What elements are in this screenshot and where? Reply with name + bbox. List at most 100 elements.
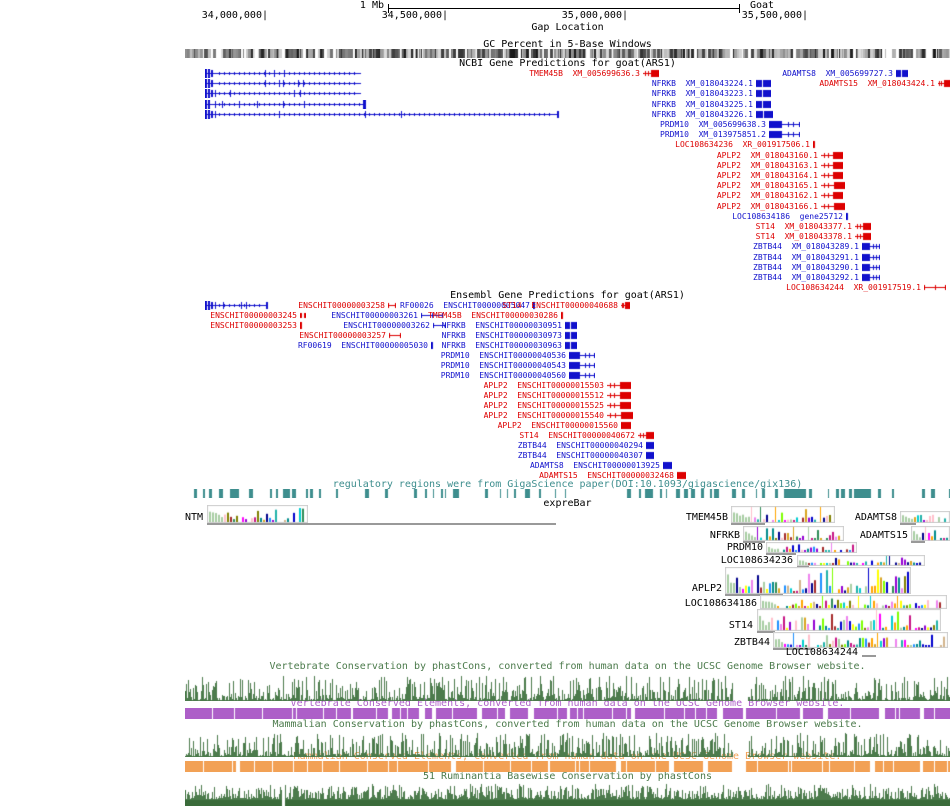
gene-glyph[interactable]	[565, 331, 577, 340]
gene-glyph[interactable]	[388, 301, 396, 310]
gene-glyph[interactable]	[924, 283, 946, 293]
gene-label[interactable]: NFRKB XM_018043225.1	[651, 99, 753, 109]
expression-gene-label[interactable]: ST14	[728, 620, 753, 631]
gene-label[interactable]: ZBTB44 XM_018043292.1	[753, 273, 859, 282]
gene-glyph[interactable]	[565, 341, 577, 350]
gene-glyph[interactable]	[821, 160, 843, 170]
gene-glyph[interactable]	[607, 411, 633, 420]
gene-glyph[interactable]	[565, 321, 577, 330]
gene-glyph[interactable]	[569, 371, 595, 380]
expression-gene-label[interactable]: NTM	[184, 512, 203, 523]
expression-chart[interactable]	[725, 567, 911, 594]
expression-gene-label[interactable]: ADAMTS15	[859, 530, 908, 541]
gene-label[interactable]: ZBTB44 ENSCHIT00000040294	[517, 441, 643, 450]
expression-chart[interactable]	[760, 595, 947, 609]
expression-gene-label[interactable]: APLP2	[691, 583, 722, 594]
ruler-position-label[interactable]: 34,000,000|	[201, 10, 268, 21]
gene-glyph[interactable]	[569, 361, 595, 370]
vertebrate-elements-track[interactable]	[185, 708, 950, 719]
gene-label[interactable]: ST14 XM_018043377.1	[755, 222, 852, 231]
gene-glyph[interactable]	[389, 331, 401, 340]
ruler-position-label[interactable]: 35,500,000|	[741, 10, 808, 21]
gene-glyph[interactable]	[821, 171, 843, 180]
gene-glyph[interactable]	[643, 69, 659, 78]
gene-label[interactable]: ST14 ENSCHIT00000040672	[519, 431, 635, 440]
gene-label[interactable]: ENSCHIT00000003253	[210, 321, 297, 330]
gene-label[interactable]: LOC108634186 gene25712	[732, 211, 843, 221]
gene-label[interactable]: PRDM10 XM_005699638.3	[660, 120, 766, 129]
gene-glyph[interactable]	[862, 273, 880, 282]
gene-label[interactable]: PRDM10 ENSCHIT00000040543	[440, 361, 566, 370]
gene-glyph[interactable]	[862, 252, 880, 262]
gene-glyph[interactable]	[300, 311, 306, 320]
gene-model[interactable]	[205, 69, 363, 78]
gene-label[interactable]: ST14 XM_018043378.1	[755, 232, 852, 242]
gene-label[interactable]: NFRKB XM_018043223.1	[651, 89, 753, 99]
gene-model[interactable]	[205, 89, 363, 99]
gene-glyph[interactable]	[607, 401, 631, 410]
gene-glyph[interactable]	[756, 109, 773, 119]
gene-model[interactable]	[205, 109, 560, 119]
gene-label[interactable]: ADAMTS15 ENSCHIT00000032468	[539, 471, 674, 480]
gene-glyph[interactable]	[756, 79, 771, 89]
gene-glyph[interactable]	[769, 130, 800, 140]
gene-model[interactable]	[205, 99, 368, 109]
gene-glyph[interactable]	[646, 451, 654, 460]
gene-glyph[interactable]	[938, 79, 950, 89]
gene-label[interactable]: ZBTB44 XM_018043291.1	[753, 252, 859, 262]
gene-label[interactable]: NFRKB XM_018043224.1	[651, 79, 753, 89]
gene-label[interactable]: PRDM10 ENSCHIT00000040560	[440, 371, 566, 380]
gene-label[interactable]: ZBTB44 ENSCHIT00000040307	[517, 451, 643, 460]
gene-label[interactable]: ST14 ENSCHIT00000040688	[502, 301, 618, 310]
gene-glyph[interactable]	[561, 311, 564, 320]
ruminantia-phastcons-track[interactable]	[185, 783, 950, 806]
gene-model[interactable]	[205, 79, 363, 89]
gene-label[interactable]: APLP2 XM_018043165.1	[716, 181, 818, 191]
gene-glyph[interactable]	[821, 191, 843, 201]
gene-label[interactable]: LOC108634244 XR_001917519.1	[786, 283, 921, 293]
expression-gene-label[interactable]: TMEM45B	[685, 512, 728, 523]
gene-glyph[interactable]	[756, 99, 771, 109]
gene-glyph[interactable]	[677, 471, 686, 480]
expression-chart[interactable]	[797, 555, 925, 566]
gene-glyph[interactable]	[607, 391, 631, 400]
expression-chart[interactable]	[731, 506, 835, 523]
gene-glyph[interactable]	[663, 461, 672, 470]
gene-glyph[interactable]	[646, 441, 654, 450]
gene-label[interactable]: NFRKB ENSCHIT00000030951	[441, 321, 562, 330]
expression-chart[interactable]	[743, 526, 844, 541]
gene-glyph[interactable]	[821, 181, 845, 191]
gene-glyph[interactable]	[431, 341, 434, 350]
gene-glyph[interactable]	[621, 301, 630, 310]
mammalian-elements-track[interactable]	[185, 761, 950, 772]
gene-label[interactable]: PRDM10 ENSCHIT00000040536	[440, 351, 566, 360]
gene-label[interactable]: APLP2 ENSCHIT00000015540	[483, 411, 604, 420]
gene-label[interactable]: APLP2 ENSCHIT00000015525	[483, 401, 604, 410]
ruler-position-label[interactable]: 34,500,000|	[381, 10, 448, 21]
gene-label[interactable]: PRDM10 XM_013975851.2	[660, 130, 766, 140]
gene-glyph[interactable]	[821, 150, 843, 160]
gene-label[interactable]: ADAMTS8 ENSCHIT00000013925	[529, 461, 660, 470]
gene-label[interactable]: APLP2 XM_018043162.1	[716, 191, 818, 201]
gene-label[interactable]: ENSCHIT00000003258	[298, 301, 385, 310]
expression-gene-label[interactable]: LOC108634244	[785, 647, 858, 658]
gene-label[interactable]: APLP2 XM_018043166.1	[716, 201, 818, 211]
gene-label[interactable]: NFRKB ENSCHIT00000030973	[441, 331, 562, 340]
expression-gene-label[interactable]: ZBTB44	[733, 637, 770, 648]
regulatory-track[interactable]	[185, 489, 950, 498]
gene-label[interactable]: ENSCHIT00000003257	[299, 331, 386, 340]
expression-chart[interactable]	[766, 542, 857, 553]
ruler[interactable]: 1 Mb Goat	[0, 0, 950, 22]
expression-chart[interactable]	[207, 505, 308, 523]
gene-label[interactable]: ADAMTS15 XM_018043424.1	[819, 79, 935, 89]
gene-glyph[interactable]	[769, 120, 800, 129]
gene-label[interactable]: ENSCHIT00000003245	[210, 311, 297, 320]
gene-glyph[interactable]	[756, 89, 771, 99]
gene-label[interactable]: ADAMTS8 XM_005699727.3	[782, 69, 893, 78]
vertebrate-phastcons-track[interactable]	[185, 675, 950, 701]
mammalian-phastcons-track[interactable]	[185, 732, 950, 757]
expression-gene-label[interactable]: LOC108634186	[684, 598, 757, 609]
gene-model[interactable]	[205, 301, 269, 310]
gene-glyph[interactable]	[855, 232, 871, 242]
gene-label[interactable]: NFRKB ENSCHIT00000030963	[441, 341, 562, 350]
